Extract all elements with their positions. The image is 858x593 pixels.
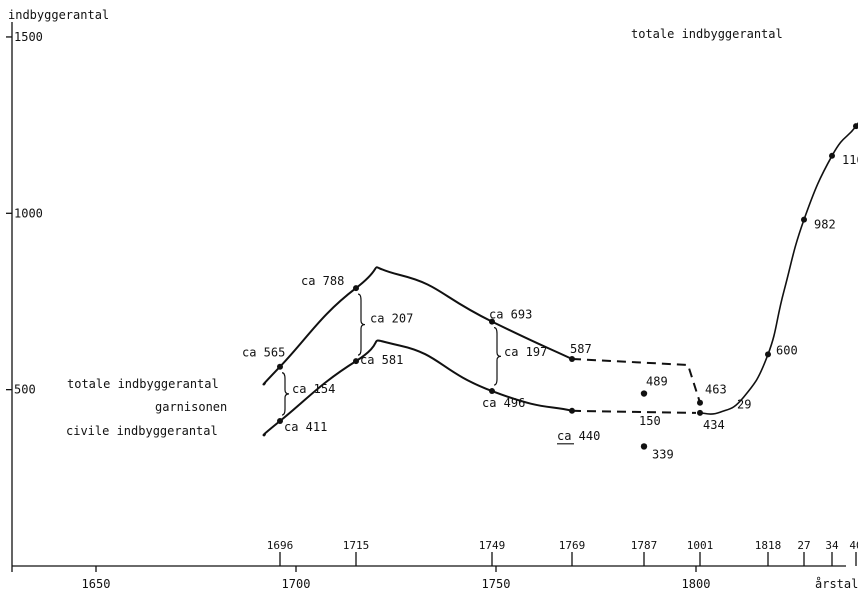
year-marker-label-1818: 1818 <box>755 539 782 552</box>
legend-total-top-label: totale indbyggerantal <box>631 27 783 41</box>
point-label-civil-ca440: ca 440 <box>557 429 600 443</box>
total-point-1801-5 <box>697 409 703 416</box>
total-point-1818-6 <box>765 351 771 358</box>
civil-population-gap-dashed <box>571 409 697 414</box>
total-point-1749-2 <box>489 318 495 325</box>
total-point-1769-3 <box>569 355 575 362</box>
year-marker-label-1801: 1001 <box>687 539 714 552</box>
isolated-label-489: 489 <box>646 375 668 389</box>
isolated-label-339: 339 <box>652 447 674 461</box>
point-label-total-ca565: ca 565 <box>242 346 285 360</box>
year-marker-label-1769: 1769 <box>559 539 586 552</box>
legend-total-label: totale indbyggerantal <box>67 377 219 391</box>
point-label-civil-ca496: ca 496 <box>482 396 525 410</box>
point-label-total-434: 434 <box>703 418 725 432</box>
year-marker-label-1834: 34 <box>825 539 839 552</box>
garrison-brace-1696 <box>281 372 290 416</box>
garrison-diff-1696: ca 154 <box>292 382 335 396</box>
point-label-total-600: 600 <box>776 343 798 357</box>
x-tick-label-1700: 1700 <box>282 577 311 591</box>
point-label-total-463: 463 <box>705 383 727 397</box>
total-point-1715-1 <box>353 285 359 292</box>
point-label-total-ca788: ca 788 <box>301 274 344 288</box>
total-population-gap-dashed <box>571 357 701 404</box>
year-marker-label-1840: 40 <box>849 539 858 552</box>
legend-civil-label: civile indbyggerantal <box>66 424 218 438</box>
y-tick-label-500: 500 <box>14 383 36 397</box>
civil-point-1696 <box>277 418 283 425</box>
garrison-brace-1749 <box>493 326 502 386</box>
x-tick-label-1800: 1800 <box>682 577 711 591</box>
total-point-1827-7 <box>801 216 807 223</box>
point-label-civil-ca581: ca 581 <box>360 353 403 367</box>
total-population-curve-1801-1855 <box>699 121 858 415</box>
civil-point-1769 <box>569 407 575 414</box>
garrison-brace-1715 <box>357 293 366 356</box>
y-tick-label-1500: 1500 <box>14 30 43 44</box>
x-tick-label-1650: 1650 <box>82 577 111 591</box>
total-point-1840-9 <box>853 123 858 130</box>
total-point-1801-4 <box>697 399 703 406</box>
total-point-1696-0 <box>277 363 283 370</box>
x-axis-title: årstal <box>815 577 858 591</box>
y-tick-label-1000: 1000 <box>14 206 43 220</box>
point-label-total-587: 587 <box>570 342 592 356</box>
year-marker-label-1749: 1749 <box>479 539 506 552</box>
year-marker-label-1787: 1787 <box>631 539 658 552</box>
garrison-diff-1801: 29 <box>737 397 751 411</box>
garrison-diff-1715: ca 207 <box>370 312 413 326</box>
point-label-total-ca693: ca 693 <box>489 308 532 322</box>
year-marker-label-1696: 1696 <box>267 539 294 552</box>
legend-garrison-label: garnisonen <box>155 400 227 414</box>
year-marker-label-1715: 1715 <box>343 539 370 552</box>
garrison-diff-1787: 150 <box>639 414 661 428</box>
isolated-point-339 <box>640 443 648 450</box>
point-label-civil-ca411: ca 411 <box>284 420 327 434</box>
y-axis-title: indbyggerantal <box>8 8 109 22</box>
garrison-diff-1749: ca 197 <box>504 345 547 359</box>
x-tick-label-1750: 1750 <box>482 577 511 591</box>
point-label-total-982: 982 <box>814 218 836 232</box>
point-label-total-1163: 1163 <box>842 153 858 167</box>
total-point-1834-8 <box>829 152 835 159</box>
civil-point-1715 <box>353 358 359 365</box>
civil-point-1749 <box>489 388 495 395</box>
year-marker-label-1827: 27 <box>797 539 810 552</box>
isolated-point-489 <box>640 390 648 397</box>
